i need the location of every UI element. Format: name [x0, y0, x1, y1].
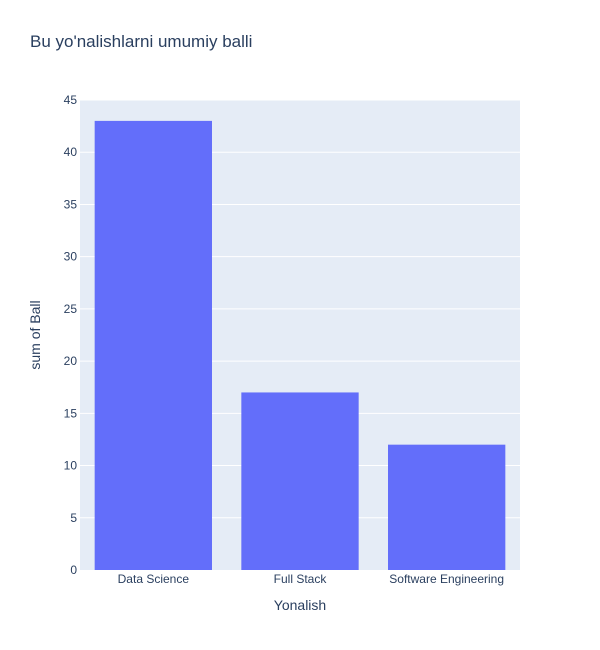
y-tick-label: 0 [70, 563, 77, 577]
y-tick-label: 25 [64, 302, 78, 316]
y-axis-title: sum of Ball [27, 300, 43, 369]
y-axis-ticks: 0 5 10 15 20 25 30 35 40 45 [64, 93, 78, 577]
y-tick-label: 20 [64, 354, 78, 368]
bar[interactable] [241, 392, 359, 570]
x-axis-title: Yonalish [274, 597, 326, 613]
y-tick-label: 5 [70, 511, 77, 525]
bar[interactable] [388, 444, 506, 570]
y-tick-label: 45 [64, 93, 78, 107]
x-axis-ticks: Data Science Full Stack Software Engineeri… [118, 572, 504, 586]
y-tick-label: 30 [64, 250, 78, 264]
bars [94, 120, 506, 570]
x-tick-label: Software Engineering [389, 572, 504, 586]
x-tick-label: Full Stack [274, 572, 328, 586]
bar[interactable] [94, 120, 212, 570]
y-tick-label: 10 [64, 459, 78, 473]
y-tick-label: 40 [64, 145, 78, 159]
y-tick-label: 15 [64, 406, 78, 420]
y-tick-label: 35 [64, 197, 78, 211]
chart-title: Bu yo'nalishlarni umumiy balli [30, 32, 253, 51]
x-tick-label: Data Science [118, 572, 190, 586]
